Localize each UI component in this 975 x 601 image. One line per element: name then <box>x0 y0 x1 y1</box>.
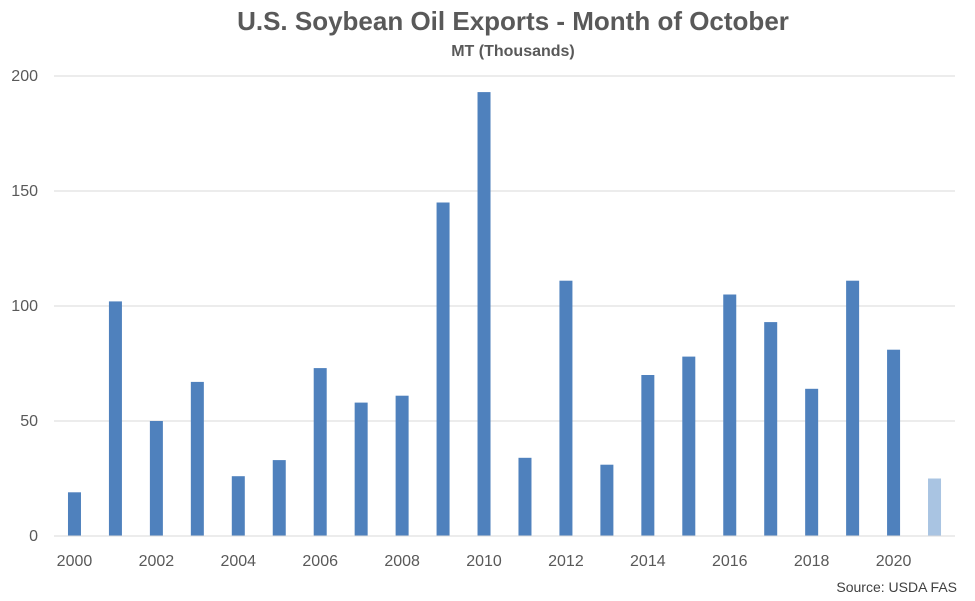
y-tick-label: 100 <box>11 298 38 315</box>
x-tick-label: 2004 <box>220 553 256 570</box>
bar-2004 <box>231 476 245 536</box>
bar-2007 <box>354 402 368 536</box>
chart-subtitle: MT (Thousands) <box>451 43 575 60</box>
source-note: Source: USDA FAS <box>836 579 957 595</box>
x-tick-label: 2006 <box>302 553 338 570</box>
x-tick-label: 2012 <box>548 553 584 570</box>
bar-2015 <box>682 356 696 536</box>
x-tick-label: 2014 <box>630 553 666 570</box>
bar-2009 <box>436 202 450 536</box>
bar-2013 <box>600 464 614 536</box>
bar-2006 <box>313 368 327 536</box>
bar-2012 <box>559 280 573 536</box>
y-tick-label: 150 <box>11 183 38 200</box>
x-tick-label: 2016 <box>712 553 748 570</box>
x-axis: 2000 2002 2004 2006 2008 2010 2012 2014 2016 2018… <box>57 553 912 570</box>
bars <box>67 92 942 536</box>
bar-2002 <box>149 421 163 536</box>
y-tick-label: 200 <box>11 68 38 85</box>
x-tick-label: 2018 <box>794 553 830 570</box>
x-tick-label: 2000 <box>57 553 93 570</box>
y-tick-label: 50 <box>20 413 38 430</box>
bar-2010 <box>477 92 491 536</box>
bar-2003 <box>190 381 204 536</box>
chart-title: U.S. Soybean Oil Exports - Month of Octo… <box>237 6 789 36</box>
x-tick-label: 2002 <box>139 553 175 570</box>
bar-2021 <box>928 478 942 536</box>
x-tick-label: 2008 <box>384 553 420 570</box>
y-axis: 0 50 100 150 200 <box>11 68 38 545</box>
bar-2020 <box>887 349 901 536</box>
bar-2018 <box>805 388 819 536</box>
x-tick-label: 2010 <box>466 553 502 570</box>
x-tick-label: 2020 <box>876 553 912 570</box>
bar-2008 <box>395 395 409 536</box>
bar-2000 <box>67 492 81 536</box>
bar-2005 <box>272 460 286 536</box>
bar-2001 <box>108 301 122 536</box>
bar-2016 <box>723 294 737 536</box>
bar-2011 <box>518 457 532 536</box>
bar-2017 <box>764 322 778 536</box>
bar-2019 <box>846 280 860 536</box>
gridlines <box>54 75 955 422</box>
bar-2014 <box>641 375 655 536</box>
y-tick-label: 0 <box>29 528 38 545</box>
